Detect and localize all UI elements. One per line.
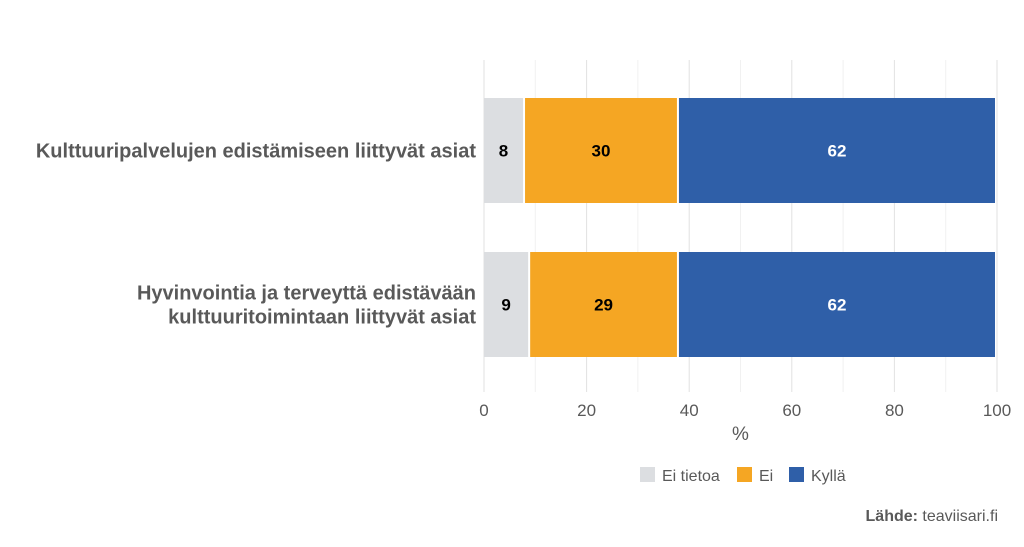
legend-label: Ei bbox=[759, 468, 773, 485]
bar-segment bbox=[678, 98, 995, 203]
x-tick-labels: 0 20 40 60 80 100 bbox=[479, 401, 1011, 420]
category-labels: Kulttuuripalvelujen edistämiseen liittyv… bbox=[36, 141, 476, 329]
data-label: 62 bbox=[828, 142, 847, 161]
legend: Ei tietoa Ei Kyllä bbox=[640, 467, 846, 485]
source-label: Lähde: bbox=[865, 508, 918, 525]
category-label: Hyvinvointia ja terveyttä edistävään bbox=[137, 283, 476, 305]
x-tick-label: 60 bbox=[782, 401, 801, 420]
legend-swatch bbox=[789, 467, 804, 482]
legend-swatch bbox=[640, 467, 655, 482]
legend-label: Ei tietoa bbox=[662, 468, 720, 485]
bar-segment bbox=[530, 252, 677, 357]
x-axis-title: % bbox=[732, 424, 749, 445]
category-label: kulttuuritoimintaan liittyvät asiat bbox=[168, 307, 476, 329]
source-credit: Lähde: teaviisari.fi bbox=[866, 508, 998, 526]
x-tick-label: 20 bbox=[577, 401, 596, 420]
data-label: 62 bbox=[828, 296, 847, 315]
bar-segment bbox=[525, 98, 677, 203]
x-tick-label: 80 bbox=[885, 401, 904, 420]
x-tick-label: 100 bbox=[983, 401, 1011, 420]
legend-label: Kyllä bbox=[811, 468, 846, 485]
data-label: 30 bbox=[592, 142, 611, 161]
data-label: 29 bbox=[594, 296, 613, 315]
data-label: 9 bbox=[501, 296, 510, 315]
bar-segment bbox=[678, 252, 995, 357]
data-label: 8 bbox=[499, 142, 508, 161]
source-value: teaviisari.fi bbox=[917, 508, 998, 525]
bar-segment bbox=[484, 252, 529, 357]
bar-segment bbox=[484, 98, 524, 203]
category-label: Kulttuuripalvelujen edistämiseen liittyv… bbox=[36, 141, 476, 163]
legend-swatch bbox=[737, 467, 752, 482]
x-tick-label: 0 bbox=[479, 401, 488, 420]
x-tick-label: 40 bbox=[680, 401, 699, 420]
bars: 8 30 62 9 29 62 bbox=[484, 98, 995, 357]
